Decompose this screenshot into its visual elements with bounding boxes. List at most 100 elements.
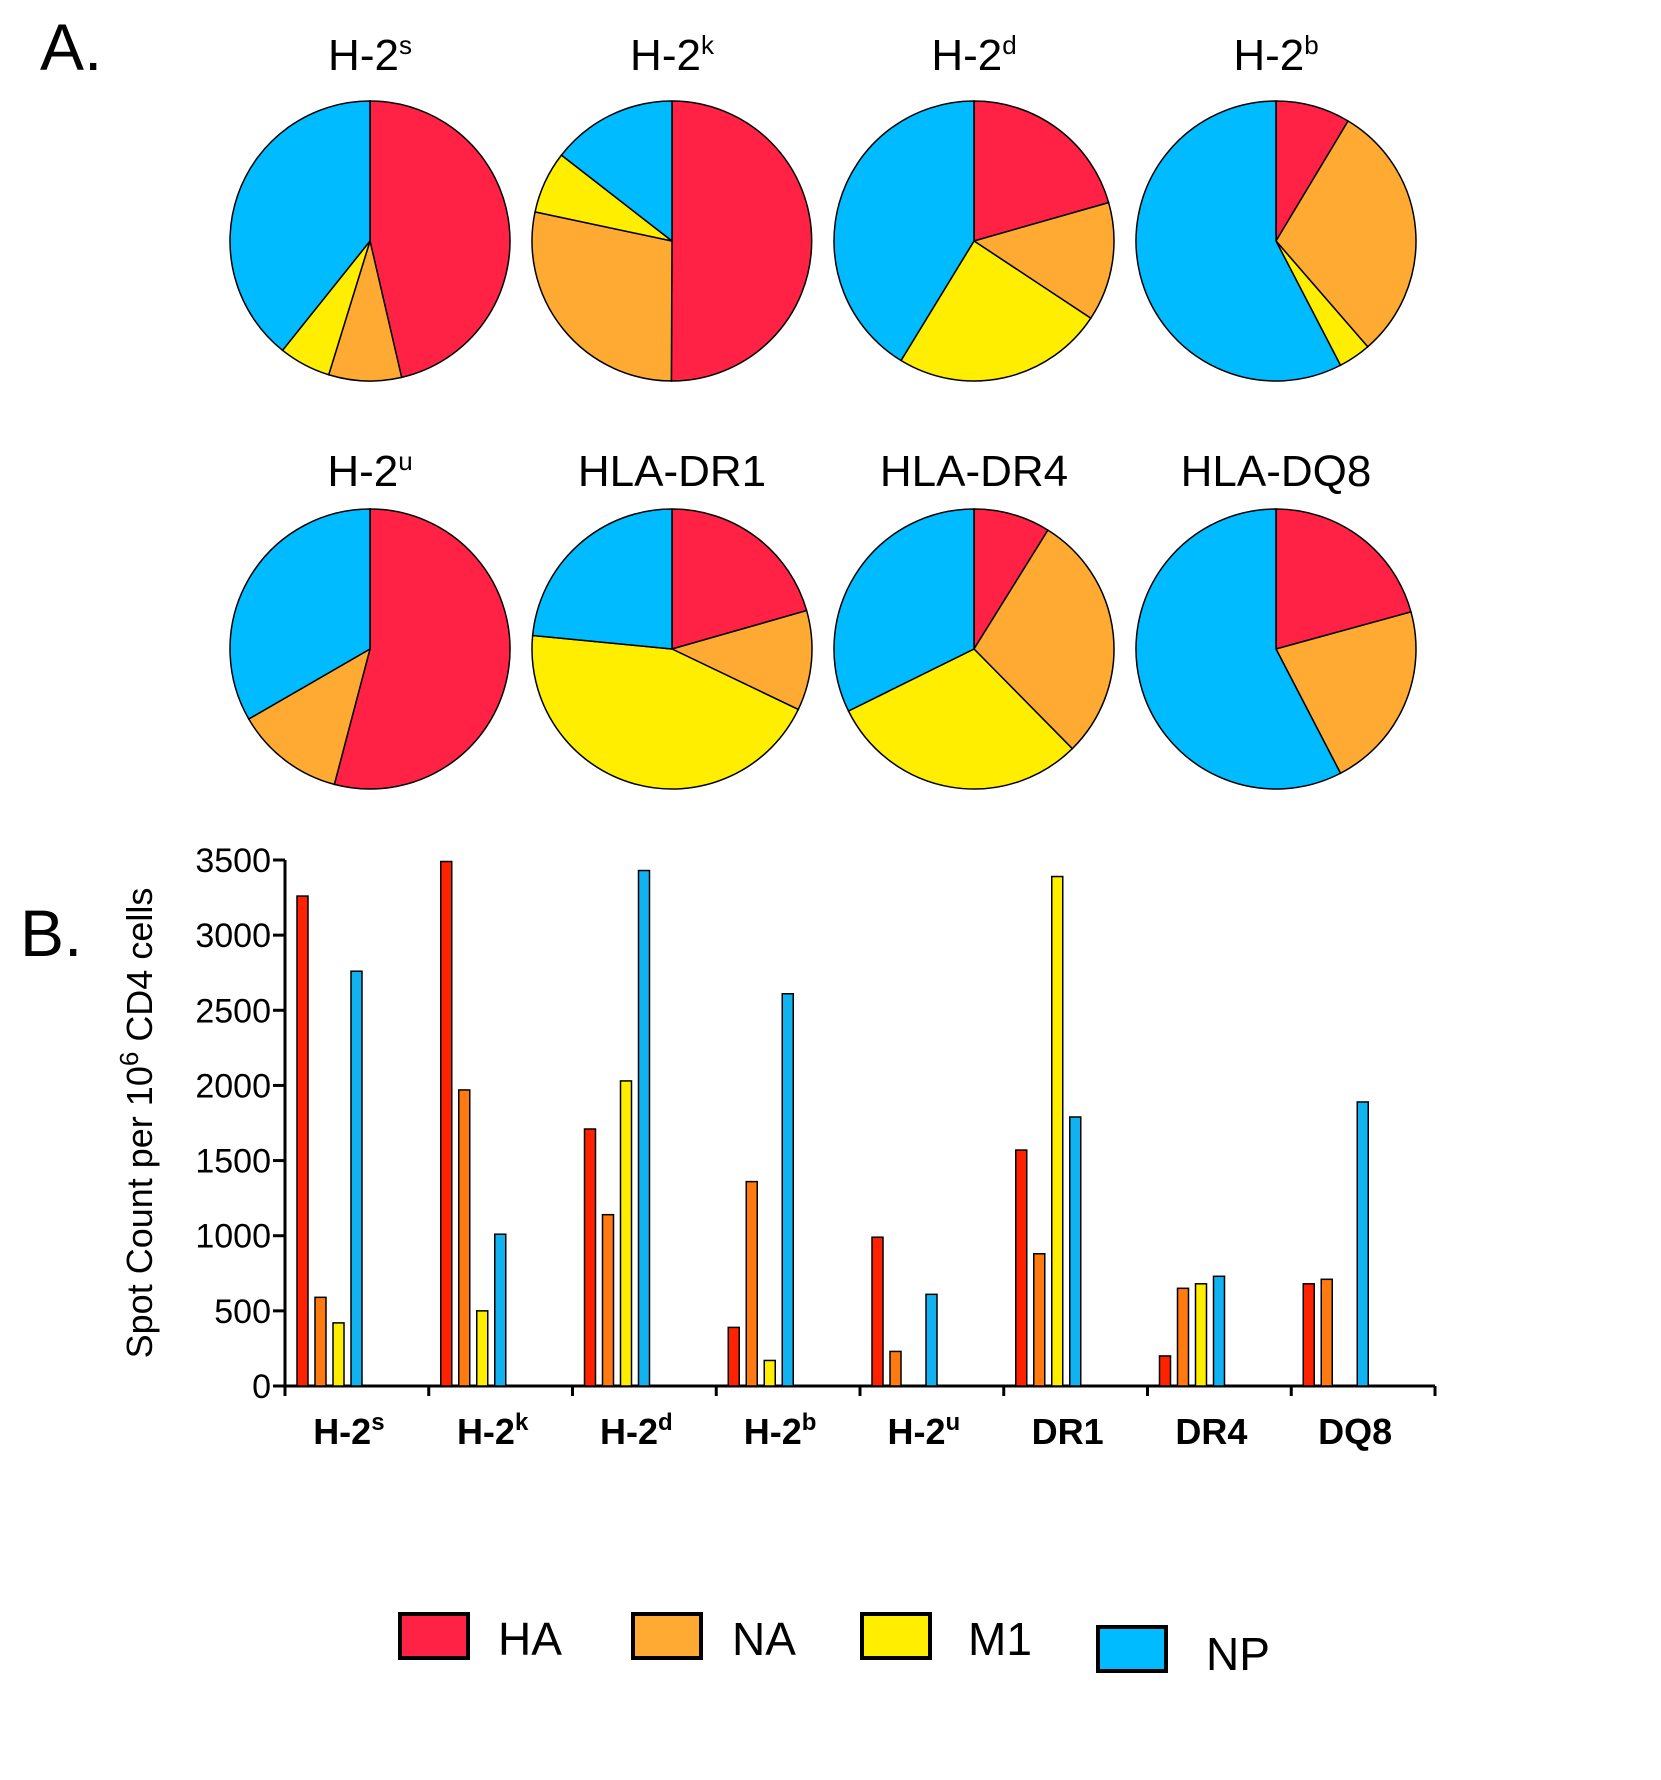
- legend-label-np: NP: [1206, 1628, 1270, 1680]
- panel-b-label: B.: [20, 896, 82, 970]
- pie-title-text: HLA-DR1: [578, 447, 766, 496]
- bar-h-2-k-m1: [476, 1310, 489, 1387]
- legend-swatch-ha: [398, 1612, 470, 1660]
- pie-hla-dq8: HLA-DQ8: [1135, 447, 1417, 790]
- pie-slice-hla-dq8-na: [1274, 610, 1417, 775]
- bar-h-2-d-na: [601, 1213, 615, 1387]
- bar-h-2-u-ha: [871, 1236, 884, 1387]
- pie-title-text: H-2: [931, 31, 1002, 80]
- bar-dr1-ha: [1015, 1149, 1028, 1387]
- bar-h-2-k-np: [494, 1233, 507, 1387]
- pie-slice-h-2u-na: [247, 647, 372, 786]
- bar-chart-group: 0 500 1000 1500 2000 2500 3000 3500 Spot Count p…: [114, 842, 1437, 1452]
- y-axis-title-sup: 6: [114, 1052, 144, 1066]
- pie-title-sup: b: [1304, 30, 1318, 60]
- bar-h-2-s-np: [350, 970, 363, 1387]
- pie-hla-dr4: HLA-DR4: [833, 447, 1115, 790]
- bar-dq8-ha: [1302, 1283, 1315, 1387]
- pie-slice-h-2d-na: [972, 201, 1115, 320]
- legend: HA NA M1 NP: [398, 1612, 1270, 1680]
- pie-title-hla-dr1: HLA-DR1: [578, 447, 766, 496]
- bar-dq8-np: [1356, 1101, 1369, 1387]
- bar-dr1-na: [1033, 1252, 1046, 1387]
- bar-h-2-k-ha: [440, 860, 453, 1387]
- x-category-label-h-2-s: H-2s: [313, 1409, 384, 1452]
- x-category-label-h-2-k: H-2k: [457, 1409, 529, 1452]
- x-category-text: H-2: [313, 1411, 371, 1452]
- pie-slice-hla-dr4-np: [833, 508, 975, 712]
- legend-swatch-na: [631, 1612, 703, 1660]
- pie-h-2k: H-2k: [531, 30, 813, 382]
- pie-title-h-2k: H-2k: [630, 30, 715, 80]
- pie-slice-hla-dq8-np: [1135, 508, 1342, 790]
- pie-title-h-2s: H-2s: [328, 30, 412, 80]
- pie-title-sup: u: [398, 446, 412, 476]
- x-category-label-dq8: DQ8: [1318, 1411, 1392, 1452]
- bar-dr1-np: [1069, 1116, 1082, 1387]
- x-category-sup: d: [658, 1409, 673, 1436]
- pie-slice-h-2b-na: [1275, 119, 1417, 348]
- x-category-text: DR4: [1175, 1411, 1247, 1452]
- x-category-sup: k: [515, 1409, 529, 1436]
- pie-h-2d: H-2d: [833, 30, 1115, 382]
- pie-title-sup: s: [399, 30, 412, 60]
- legend-swatch-m1: [860, 1612, 932, 1660]
- pie-slice-h-2k-np: [560, 100, 673, 243]
- pie-slice-hla-dq8-ha: [1275, 508, 1412, 650]
- legend-label-m1: M1: [968, 1613, 1032, 1665]
- pie-slice-h-2u-ha: [333, 508, 511, 790]
- bar-h-2-d-ha: [583, 1128, 597, 1387]
- y-tick-label-2500: 2500: [195, 992, 271, 1030]
- bar-h-2-b-na: [745, 1180, 758, 1387]
- pie-slice-h-2k-na: [531, 210, 673, 382]
- pie-title-text: H-2: [1233, 31, 1304, 80]
- bar-dr1-m1: [1051, 875, 1064, 1387]
- bar-dq8-na: [1320, 1278, 1333, 1387]
- x-category-label-h-2-b: H-2b: [744, 1409, 817, 1452]
- panel-a-label: A.: [40, 10, 102, 84]
- pie-h-2b: H-2b: [1135, 30, 1417, 382]
- y-axis-title-suffix: CD4 cells: [119, 888, 160, 1052]
- x-category-sup: s: [371, 1409, 384, 1436]
- pie-slice-h-2b-np: [1135, 100, 1342, 382]
- pie-slice-hla-dr1-m1: [531, 634, 800, 790]
- pie-slice-h-2d-ha: [973, 100, 1110, 242]
- pie-title-hla-dr4: HLA-DR4: [880, 447, 1068, 496]
- pie-h-2u: H-2u: [229, 446, 511, 790]
- bar-dr4-ha: [1158, 1355, 1172, 1387]
- y-tick-label-1500: 1500: [195, 1143, 271, 1181]
- bar-h-2-b-ha: [727, 1326, 740, 1387]
- bar-h-2-d-np: [637, 869, 651, 1387]
- bar-h-2-k-na: [458, 1089, 471, 1387]
- pie-slice-hla-dr4-na: [973, 529, 1115, 750]
- pie-title-h-2d: H-2d: [931, 30, 1016, 80]
- y-tick-label-500: 500: [214, 1293, 271, 1331]
- pie-slice-hla-dr1-ha: [671, 508, 808, 650]
- legend-label-ha: HA: [498, 1613, 562, 1665]
- y-tick-label-3000: 3000: [195, 917, 271, 955]
- bar-h-2-d-m1: [619, 1080, 633, 1387]
- bar-h-2-u-na: [889, 1350, 902, 1387]
- x-category-sup: u: [946, 1409, 961, 1436]
- y-tick-label-3500: 3500: [195, 842, 271, 880]
- legend-swatch-np: [1096, 1625, 1168, 1673]
- pie-slice-h-2k-ha: [670, 100, 813, 382]
- x-category-text: DQ8: [1318, 1411, 1392, 1452]
- pie-slice-hla-dr1-na: [669, 609, 813, 711]
- pie-title-text: H-2: [630, 31, 701, 80]
- y-tick-label-1000: 1000: [195, 1218, 271, 1256]
- bar-h-2-b-np: [781, 993, 794, 1387]
- y-axis-title: Spot Count per 106 CD4 cells: [114, 888, 160, 1359]
- bar-dr4-m1: [1194, 1283, 1208, 1387]
- pie-title-text: HLA-DQ8: [1181, 447, 1372, 496]
- pie-charts-group: H-2s H-2k H-2d H-2bH-2u HLA-DR1 HLA-DR4 HLA-DQ…: [229, 30, 1417, 790]
- pie-title-text: HLA-DR4: [880, 447, 1068, 496]
- x-category-text: H-2: [600, 1411, 658, 1452]
- bar-h-2-s-ha: [296, 895, 309, 1387]
- pie-title-sup: d: [1002, 30, 1016, 60]
- x-category-text: H-2: [457, 1411, 515, 1452]
- pie-slice-h-2s-ha: [369, 100, 511, 379]
- pie-slice-h-2s-np: [229, 100, 371, 352]
- pie-title-h-2u: H-2u: [327, 446, 412, 496]
